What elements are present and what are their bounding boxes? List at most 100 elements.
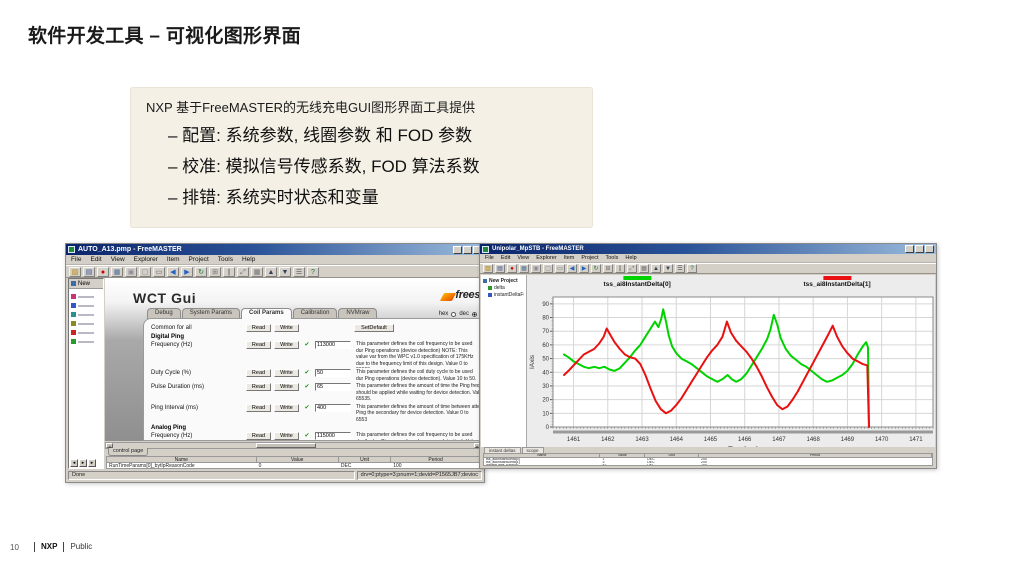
save-icon[interactable]: ▤: [495, 264, 505, 273]
read-button[interactable]: Read: [246, 369, 271, 377]
minimize-button[interactable]: [453, 245, 462, 254]
tab-nvmraw[interactable]: NVMraw: [338, 308, 378, 319]
table-row[interactable]: instantDelta_fraction87DEC 200: [484, 464, 932, 465]
menu-explorer[interactable]: Explorer: [133, 256, 158, 263]
tree-tab-new[interactable]: New: [69, 279, 103, 289]
menu-item[interactable]: Item: [166, 256, 180, 263]
page-next-button[interactable]: ▸: [88, 459, 96, 467]
reload-icon[interactable]: ↻: [195, 266, 207, 277]
save-icon[interactable]: ▤: [83, 266, 95, 277]
menu-item[interactable]: Item: [563, 255, 575, 261]
table-row[interactable]: tss_ai8InstantDelta[1] 3 DEC 200: [484, 461, 932, 464]
legend-entry-0[interactable]: tss_ai8InstantDelta[0]: [604, 276, 671, 288]
write-button[interactable]: Write: [274, 432, 299, 440]
read-button[interactable]: Read: [246, 324, 271, 332]
pause-icon[interactable]: ∥: [615, 264, 625, 273]
new-item-icon[interactable]: ⊞: [209, 266, 221, 277]
tree-item-scope-olive[interactable]: [71, 319, 101, 328]
menu-explorer[interactable]: Explorer: [536, 255, 557, 261]
set-default-button[interactable]: SetDefault: [354, 324, 394, 332]
maximize-button[interactable]: [915, 245, 924, 253]
open-project-icon[interactable]: ▨: [69, 266, 81, 277]
menu-help[interactable]: Help: [625, 255, 637, 261]
horizontal-scrollbar[interactable]: ◂ ▸: [105, 442, 482, 449]
menu-file[interactable]: File: [71, 256, 82, 263]
stop-communication-icon[interactable]: ●: [507, 264, 517, 273]
read-button[interactable]: Read: [246, 383, 271, 391]
back-icon[interactable]: ◀: [167, 266, 179, 277]
legend-entry-1[interactable]: tss_ai8InstantDelta[1]: [803, 276, 871, 288]
param-value-input[interactable]: 115000: [315, 432, 351, 440]
reload-icon[interactable]: ↻: [591, 264, 601, 273]
zoom-fit-icon[interactable]: ⤢: [237, 266, 249, 277]
hex-radio[interactable]: [451, 311, 457, 317]
move-up-icon[interactable]: ▲: [265, 266, 277, 277]
param-value-input[interactable]: 113000: [315, 341, 351, 349]
menu-tools[interactable]: Tools: [217, 256, 233, 263]
project-window-icon[interactable]: ▦: [111, 266, 123, 277]
write-button[interactable]: Write: [274, 341, 299, 349]
menu-edit[interactable]: Edit: [90, 256, 102, 263]
menu-project[interactable]: Project: [581, 255, 599, 261]
close-button[interactable]: [925, 245, 934, 253]
param-value-input[interactable]: 65: [315, 383, 351, 391]
grid-icon[interactable]: ▦: [251, 266, 263, 277]
forward-icon[interactable]: ▶: [579, 264, 589, 273]
project-window-icon[interactable]: ▦: [519, 264, 529, 273]
write-button[interactable]: Write: [274, 403, 299, 412]
pause-icon[interactable]: ∥: [223, 266, 235, 277]
title-bar[interactable]: Unipolar_MpSTB - FreeMASTER: [480, 244, 936, 254]
tree-item-scope-blue[interactable]: [71, 301, 101, 310]
tree-item-scope-teal[interactable]: [71, 310, 101, 319]
read-button[interactable]: Read: [246, 403, 271, 412]
minimize-button[interactable]: [905, 245, 914, 253]
menu-view[interactable]: View: [110, 256, 125, 263]
move-down-icon[interactable]: ▼: [279, 266, 291, 277]
open-project-icon[interactable]: ▨: [483, 264, 493, 273]
tab-system-params[interactable]: System Params: [181, 308, 241, 319]
stop-communication-icon[interactable]: ●: [97, 266, 109, 277]
options-icon[interactable]: ☰: [293, 266, 305, 277]
copy-icon[interactable]: ▣: [125, 266, 137, 277]
copy-icon[interactable]: ▣: [531, 264, 541, 273]
tab-calibration[interactable]: Calibration: [292, 308, 338, 319]
scroll-left-arrow[interactable]: ◂: [106, 443, 113, 449]
param-value-input[interactable]: 50: [315, 369, 351, 377]
dec-radio[interactable]: [472, 311, 477, 317]
menu-tools[interactable]: Tools: [605, 255, 619, 261]
help-icon[interactable]: ?: [687, 264, 697, 273]
tab-debug[interactable]: Debug: [147, 308, 181, 319]
paste-icon[interactable]: ▢: [543, 264, 553, 273]
param-value-input[interactable]: 400: [315, 403, 351, 412]
paste-icon[interactable]: ▢: [139, 266, 151, 277]
menu-project[interactable]: Project: [188, 256, 209, 263]
tree-root[interactable]: New Project: [483, 277, 524, 284]
tree-item-scope-red[interactable]: [71, 328, 101, 337]
menu-edit[interactable]: Edit: [500, 255, 511, 261]
move-down-icon[interactable]: ▼: [663, 264, 673, 273]
table-row[interactable]: tss_ai8InstantDelta[0] 1 DEC 200: [484, 458, 932, 461]
zoom-fit-icon[interactable]: ⤢: [627, 264, 637, 273]
scroll-thumb[interactable]: [256, 443, 316, 448]
menu-view[interactable]: View: [517, 255, 530, 261]
page-play-button[interactable]: ▸: [79, 459, 87, 467]
help-icon[interactable]: ?: [307, 266, 319, 277]
menu-file[interactable]: File: [485, 255, 494, 261]
menu-help[interactable]: Help: [241, 256, 256, 263]
table-row[interactable]: RunTimeParams[0]_bytIpReasonCode 0 DEC 100: [107, 463, 481, 468]
back-icon[interactable]: ◀: [567, 264, 577, 273]
tree-item-delta[interactable]: delta: [488, 284, 524, 291]
tab-scope[interactable]: scope: [521, 447, 544, 453]
tab-coil-params[interactable]: Coil Params: [241, 308, 292, 319]
print-icon[interactable]: ▭: [153, 266, 165, 277]
tree-item-instantdeltafunction[interactable]: instantDeltaFunction: [488, 291, 524, 298]
read-button[interactable]: Read: [246, 432, 271, 440]
maximize-button[interactable]: [463, 245, 472, 254]
print-icon[interactable]: ▭: [555, 264, 565, 273]
write-button[interactable]: Write: [274, 369, 299, 377]
tab-instant-deltas[interactable]: instant deltas: [484, 447, 521, 453]
grid-icon[interactable]: ▦: [639, 264, 649, 273]
new-item-icon[interactable]: ⊞: [603, 264, 613, 273]
title-bar[interactable]: AUTO_A13.pmp - FreeMASTER: [66, 244, 484, 255]
page-prev-button[interactable]: ◂: [70, 459, 78, 467]
